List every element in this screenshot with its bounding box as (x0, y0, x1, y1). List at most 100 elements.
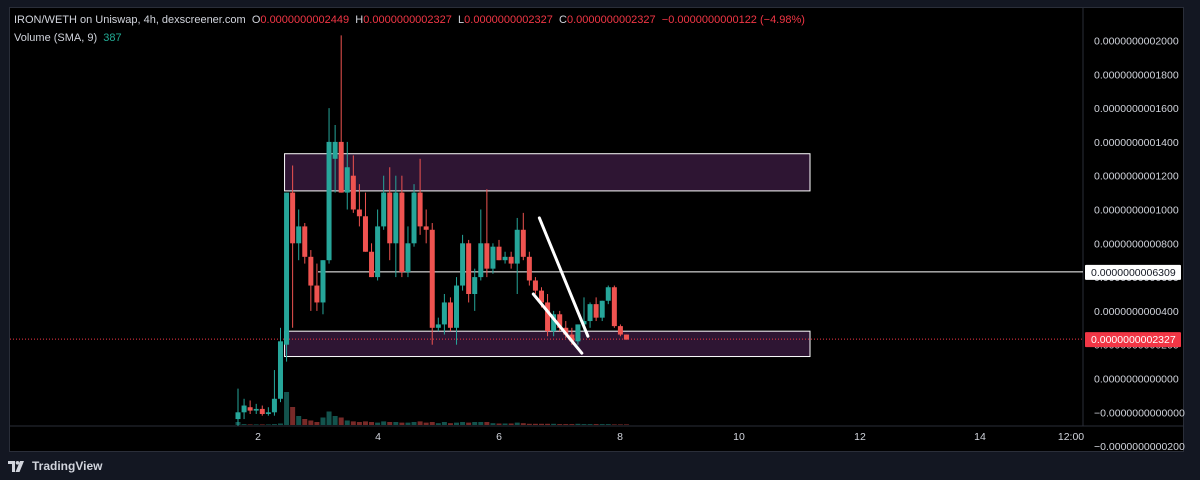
volume-bar (411, 422, 417, 425)
symbol-title[interactable]: IRON/WETH on Uniswap, 4h, dexscreener.co… (14, 14, 246, 26)
candle-body[interactable] (557, 314, 563, 328)
volume-bar (265, 424, 271, 425)
candle-body[interactable] (460, 243, 466, 286)
candle-body[interactable] (417, 192, 423, 227)
candle-body[interactable] (623, 334, 629, 340)
candle-body[interactable] (387, 192, 393, 244)
candle-body[interactable] (259, 408, 265, 414)
candle-body[interactable] (399, 192, 405, 273)
candle-body[interactable] (356, 209, 362, 217)
volume-label[interactable]: Volume (SMA, 9) (14, 32, 98, 44)
candle-body[interactable] (514, 229, 520, 264)
candle-body[interactable] (441, 302, 447, 325)
candle-body[interactable] (484, 243, 490, 269)
candle-body[interactable] (344, 167, 350, 193)
candle-body[interactable] (423, 226, 429, 230)
x-tick-label: 4 (375, 431, 381, 443)
candle-body[interactable] (247, 407, 253, 411)
candle-body[interactable] (381, 192, 387, 227)
candle-body[interactable] (490, 246, 496, 269)
volume-bar (539, 423, 544, 425)
candle-body[interactable] (350, 175, 356, 210)
volume-bar (447, 423, 453, 425)
candle-body[interactable] (296, 226, 302, 244)
volume-bar (545, 423, 551, 425)
volume-bar (429, 422, 435, 425)
volume-bar (484, 422, 490, 425)
candle-body[interactable] (241, 405, 247, 413)
candle-body[interactable] (520, 229, 526, 257)
volume-bar (417, 421, 423, 425)
candle-body[interactable] (617, 326, 623, 335)
volume-bar (375, 422, 381, 425)
candle-body[interactable] (447, 302, 453, 328)
volume-bar (326, 411, 332, 425)
candle-body[interactable] (539, 290, 544, 303)
y-tick-label: 0.0000000001800 (1094, 69, 1179, 81)
volume-bar (259, 424, 265, 425)
trendline[interactable] (531, 292, 584, 355)
candle-body[interactable] (369, 251, 375, 278)
candle-body[interactable] (569, 334, 575, 342)
tradingview-logo[interactable]: TradingView (8, 459, 102, 473)
candle-body[interactable] (253, 408, 259, 411)
volume-bar (356, 422, 362, 425)
volume-bar (338, 417, 344, 425)
candle-body[interactable] (575, 324, 581, 342)
candle-body[interactable] (393, 192, 399, 244)
candle-body[interactable] (284, 192, 290, 345)
candle-body[interactable] (332, 141, 338, 159)
candle-body[interactable] (290, 192, 296, 244)
close-value: 0.0000000002327 (566, 14, 656, 26)
candle-body[interactable] (265, 412, 271, 414)
candle-body[interactable] (362, 216, 368, 252)
candle-body[interactable] (302, 226, 308, 257)
volume-bar (460, 422, 466, 425)
volume-bar (575, 423, 581, 425)
candle-body[interactable] (435, 324, 441, 328)
volume-bar (611, 424, 617, 425)
volume-bar (623, 424, 629, 425)
candle-body[interactable] (411, 192, 417, 244)
candle-body[interactable] (611, 287, 617, 327)
candle-body[interactable] (320, 260, 326, 303)
candle-body[interactable] (314, 285, 320, 303)
x-tick-label: 6 (496, 431, 502, 443)
candle-body[interactable] (429, 229, 435, 328)
volume-bar (557, 424, 563, 425)
volume-row: Volume (SMA, 9) 387 (14, 29, 805, 47)
candle-body[interactable] (326, 141, 332, 261)
candle-body[interactable] (277, 341, 283, 399)
highlight-zone[interactable] (284, 153, 811, 192)
candle-body[interactable] (496, 246, 502, 261)
trendline[interactable] (537, 216, 590, 338)
candle-body[interactable] (308, 256, 314, 286)
x-tick-label: 14 (974, 431, 986, 443)
candle-body[interactable] (508, 256, 514, 264)
x-tick-label: 10 (733, 431, 745, 443)
candle-body[interactable] (454, 285, 460, 328)
candle-body[interactable] (235, 412, 241, 420)
candle-body[interactable] (338, 141, 344, 193)
volume-bar (362, 421, 368, 425)
candle-body[interactable] (502, 256, 508, 261)
candle-body[interactable] (599, 300, 605, 318)
candle-body[interactable] (526, 256, 532, 281)
candle-body[interactable] (551, 314, 557, 332)
volume-bar (344, 420, 350, 425)
candle-body[interactable] (563, 327, 569, 335)
candle-body[interactable] (375, 226, 381, 278)
chart-panel[interactable] (9, 7, 1184, 452)
candle-body[interactable] (587, 304, 593, 322)
candle-body[interactable] (605, 287, 611, 301)
candle-body[interactable] (593, 304, 599, 318)
candle-body[interactable] (545, 302, 551, 332)
candle-body[interactable] (532, 280, 538, 291)
candle-body[interactable] (271, 398, 277, 413)
candle-body[interactable] (478, 243, 484, 278)
candle-body[interactable] (466, 243, 472, 294)
candle-body[interactable] (472, 277, 478, 294)
candle-body[interactable] (405, 243, 411, 273)
ohlc-row: IRON/WETH on Uniswap, 4h, dexscreener.co… (14, 11, 805, 29)
